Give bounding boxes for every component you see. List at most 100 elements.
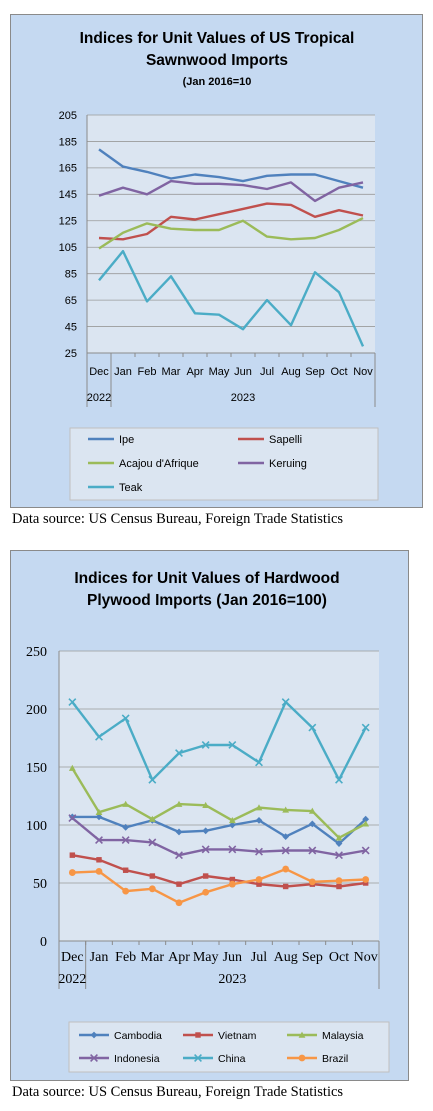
x-tick-label: May (209, 366, 230, 378)
legend-box (69, 427, 379, 501)
data-point (336, 883, 342, 890)
series-line (98, 179, 364, 203)
legend-label: Keruing (269, 458, 307, 470)
x-tick-label: Nov (353, 366, 373, 378)
x-tick-label: Apr (168, 950, 190, 965)
data-point (96, 857, 102, 863)
plot-area (87, 115, 375, 353)
data-point (281, 846, 290, 855)
data-point (361, 723, 370, 732)
series-line (71, 700, 367, 782)
y-tick-label: 150 (26, 761, 47, 776)
data-point (68, 698, 77, 707)
data-point (202, 827, 210, 835)
year-label: 2023 (231, 392, 255, 404)
x-tick-label: Mar (141, 950, 165, 965)
legend-item: Brazil (287, 1053, 348, 1065)
x-tick-label: Aug (274, 950, 298, 965)
series-line (72, 854, 366, 888)
data-point (68, 869, 76, 876)
y-tick-label: 145 (59, 189, 77, 201)
data-point (335, 877, 343, 885)
legend-item: Teak (88, 482, 143, 494)
sawnwood-line-chart: Indices for Unit Values of US Tropical Sa… (59, 30, 379, 501)
data-point (282, 833, 290, 840)
plywood-chart-panel: Indices for Unit Values of Hardwood Plywo… (10, 550, 409, 1081)
data-point (90, 1031, 98, 1039)
x-tick-label: Sep (305, 366, 325, 378)
data-point (255, 847, 263, 856)
series-brazil (68, 865, 370, 907)
legend-box (68, 1021, 390, 1073)
data-point (228, 845, 237, 854)
series-keruing (98, 179, 364, 203)
legend-item: Indonesia (79, 1053, 160, 1065)
data-point (148, 838, 157, 847)
y-tick-label: 50 (33, 877, 47, 892)
x-tick-label: May (193, 950, 219, 965)
legend-label: Vietnam (218, 1030, 257, 1042)
x-tick-label: Sep (302, 950, 323, 965)
legend-label: Teak (119, 482, 143, 494)
data-point (308, 846, 317, 855)
data-point (362, 815, 370, 823)
chart-title: Indices for Unit Values of US Tropical (80, 30, 355, 47)
data-point (308, 820, 316, 828)
series-line (71, 817, 366, 857)
data-point (95, 808, 103, 815)
data-point (95, 813, 103, 821)
chart-subtitle: (Jan 2016=10 (183, 76, 252, 88)
series-line (72, 815, 367, 845)
data-point (95, 868, 103, 875)
y-tick-label: 0 (40, 935, 47, 950)
chart-title: Indices for Unit Values of Hardwood (74, 570, 339, 587)
data-point (362, 820, 370, 827)
data-point (68, 813, 76, 821)
year-label: 2022 (58, 972, 86, 987)
x-tick-label: Aug (281, 366, 301, 378)
y-tick-label: 45 (65, 321, 77, 333)
x-tick-label: Mar (162, 366, 181, 378)
x-tick-label: Feb (115, 950, 136, 965)
y-tick-label: 205 (59, 110, 77, 122)
sawnwood-chart-panel: Indices for Unit Values of US Tropical Sa… (10, 14, 423, 508)
data-point (148, 815, 156, 822)
data-point (121, 714, 130, 723)
series-china (68, 698, 370, 784)
data-point (149, 873, 156, 879)
y-tick-label: 200 (26, 703, 47, 718)
data-point (298, 1054, 306, 1062)
series-line (72, 867, 366, 904)
data-point (175, 800, 183, 807)
data-point (95, 836, 103, 845)
data-point (69, 852, 76, 858)
data-point (202, 873, 209, 879)
legend-label: Ipe (119, 434, 134, 446)
series-line (71, 767, 367, 839)
data-point (148, 885, 156, 893)
y-tick-label: 105 (59, 242, 77, 254)
y-tick-label: 185 (59, 136, 77, 148)
data-point (90, 1054, 98, 1062)
data-point (228, 880, 236, 888)
series-malaysia (68, 764, 370, 841)
series-vietnam (69, 852, 369, 890)
data-point (194, 1054, 202, 1062)
x-tick-label: Oct (329, 950, 349, 965)
legend-item: Sapelli (238, 434, 302, 446)
legend-label: Brazil (322, 1053, 348, 1065)
legend-item: Acajou d'Afrique (88, 458, 199, 470)
y-tick-label: 25 (65, 348, 77, 360)
legend-item: Vietnam (183, 1030, 257, 1042)
data-point (121, 836, 130, 845)
data-source-caption: Data source: US Census Bureau, Foreign T… (12, 511, 344, 527)
y-tick-label: 65 (65, 295, 77, 307)
data-point (255, 804, 263, 811)
data-point (202, 801, 210, 808)
series-line (98, 148, 364, 189)
data-point (95, 732, 103, 741)
data-point (195, 1032, 201, 1038)
x-tick-label: Jul (251, 950, 267, 965)
x-tick-label: Jun (234, 366, 252, 378)
chart-title: Sawnwood Imports (146, 52, 288, 69)
